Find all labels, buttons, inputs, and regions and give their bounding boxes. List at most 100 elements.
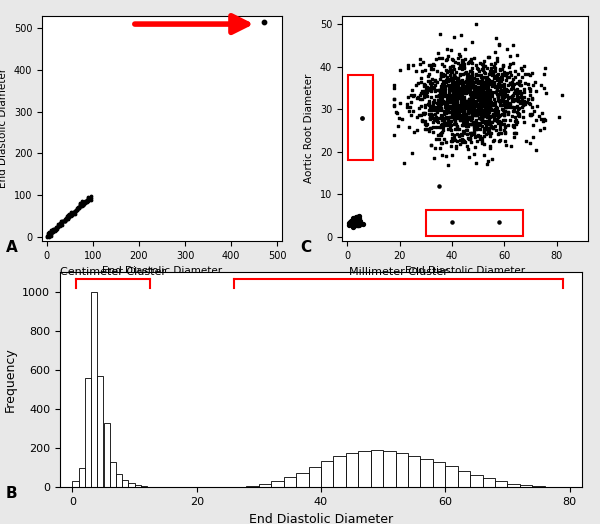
Point <box>456 93 466 102</box>
Point <box>476 90 486 99</box>
Point <box>469 129 479 138</box>
Point <box>442 77 451 85</box>
Point <box>52 223 62 231</box>
Point <box>448 104 458 112</box>
Point <box>427 74 437 83</box>
Point <box>480 96 490 105</box>
Point <box>435 144 445 152</box>
Point <box>350 215 359 224</box>
Point <box>499 61 508 70</box>
Point <box>456 102 466 110</box>
Point <box>70 208 80 216</box>
Point <box>422 86 431 94</box>
Point <box>449 72 458 81</box>
Point <box>479 140 488 148</box>
Point <box>510 86 520 94</box>
Point <box>79 201 88 210</box>
Point <box>462 85 472 93</box>
Point <box>412 126 421 135</box>
Point <box>489 78 499 86</box>
Point <box>487 123 497 132</box>
Bar <box>104 423 110 487</box>
Point <box>487 97 496 106</box>
Point <box>442 56 451 64</box>
Point <box>455 104 465 113</box>
Point <box>58 217 67 226</box>
Point <box>458 113 468 121</box>
Point <box>462 73 472 81</box>
Point <box>389 80 399 89</box>
Point <box>437 83 447 92</box>
Point <box>438 126 448 134</box>
Point <box>451 94 461 103</box>
Point <box>500 71 510 80</box>
Point <box>487 68 496 76</box>
Point <box>487 82 497 90</box>
Point <box>514 104 523 112</box>
Point <box>474 101 484 109</box>
Point <box>497 69 507 78</box>
Point <box>461 115 470 123</box>
Point <box>463 82 473 91</box>
Point <box>464 106 474 115</box>
Point <box>443 67 453 75</box>
Point <box>469 89 479 97</box>
Point <box>524 99 534 107</box>
Point <box>457 112 466 120</box>
Point <box>481 108 490 116</box>
Point <box>503 72 512 81</box>
Bar <box>358 451 371 487</box>
Point <box>500 123 510 132</box>
Point <box>44 233 54 241</box>
Point <box>525 86 535 95</box>
Point <box>471 85 481 93</box>
Point <box>53 222 62 230</box>
Point <box>511 96 521 104</box>
Point <box>478 122 487 130</box>
Point <box>464 113 473 121</box>
Point <box>467 128 477 137</box>
Point <box>434 53 444 62</box>
Point <box>468 100 478 108</box>
Point <box>475 109 485 117</box>
Point <box>476 73 486 82</box>
Point <box>493 106 502 115</box>
Point <box>463 82 473 91</box>
Point <box>500 128 510 136</box>
Point <box>448 97 458 106</box>
Point <box>457 111 466 119</box>
Point <box>495 125 505 133</box>
Point <box>449 91 459 100</box>
Point <box>450 109 460 117</box>
Point <box>446 85 455 94</box>
Point <box>484 80 493 88</box>
Point <box>466 73 475 81</box>
Point <box>43 228 53 237</box>
Point <box>443 105 453 114</box>
Point <box>439 120 449 128</box>
Point <box>46 232 55 240</box>
Point <box>344 220 354 228</box>
Point <box>487 118 496 126</box>
Point <box>449 64 459 73</box>
Point <box>443 121 453 129</box>
Point <box>479 57 489 65</box>
Point <box>479 127 489 136</box>
Point <box>466 108 475 117</box>
Point <box>494 112 503 120</box>
Point <box>483 126 493 134</box>
Point <box>473 78 483 86</box>
Point <box>86 194 96 202</box>
Point <box>483 53 493 61</box>
Point <box>49 224 59 233</box>
Point <box>463 75 472 83</box>
Point <box>470 98 479 106</box>
Point <box>475 71 484 79</box>
Point <box>348 223 358 232</box>
Point <box>58 216 68 225</box>
Point <box>466 113 475 122</box>
Point <box>526 110 535 118</box>
Point <box>442 91 451 100</box>
Point <box>479 81 488 90</box>
Point <box>509 94 519 103</box>
